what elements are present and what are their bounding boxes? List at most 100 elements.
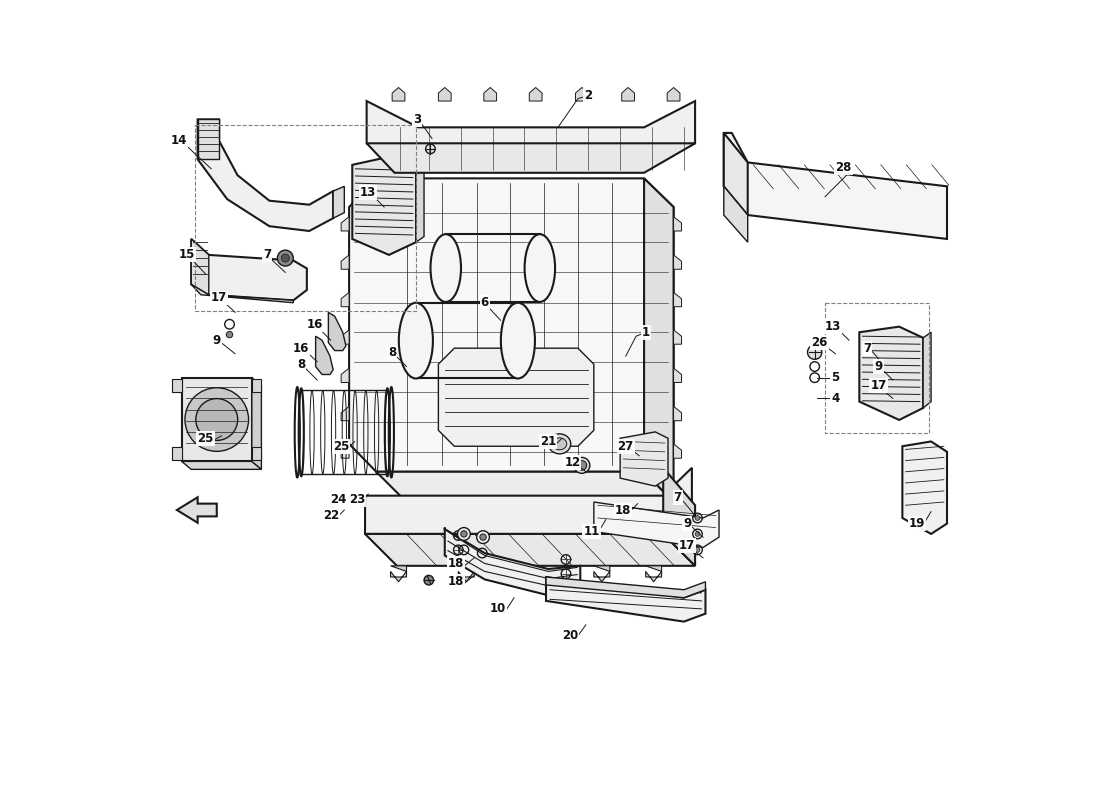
Polygon shape xyxy=(341,292,349,306)
Polygon shape xyxy=(621,87,635,101)
Polygon shape xyxy=(366,101,695,169)
Polygon shape xyxy=(526,566,542,582)
Polygon shape xyxy=(594,502,719,547)
Text: 15: 15 xyxy=(179,249,196,262)
Text: 11: 11 xyxy=(583,525,600,538)
Text: 18: 18 xyxy=(448,575,464,588)
Circle shape xyxy=(695,531,700,536)
Circle shape xyxy=(461,530,468,537)
Polygon shape xyxy=(724,133,947,239)
Polygon shape xyxy=(859,326,923,420)
Text: 6: 6 xyxy=(481,296,488,310)
Polygon shape xyxy=(198,119,333,231)
Polygon shape xyxy=(668,87,680,101)
Polygon shape xyxy=(365,534,695,566)
Polygon shape xyxy=(191,239,209,294)
Circle shape xyxy=(277,250,294,266)
Polygon shape xyxy=(663,468,695,566)
Polygon shape xyxy=(673,330,682,344)
Text: 7: 7 xyxy=(263,249,271,262)
Polygon shape xyxy=(316,336,333,374)
Text: 4: 4 xyxy=(832,392,839,405)
Text: 23: 23 xyxy=(349,493,365,506)
Text: 25: 25 xyxy=(197,432,213,445)
Text: 24: 24 xyxy=(330,493,346,506)
Polygon shape xyxy=(673,406,682,421)
Text: 10: 10 xyxy=(491,602,506,615)
Text: 12: 12 xyxy=(564,456,581,469)
Ellipse shape xyxy=(430,234,461,302)
Polygon shape xyxy=(198,119,219,159)
Polygon shape xyxy=(546,577,705,622)
Polygon shape xyxy=(252,447,262,460)
Ellipse shape xyxy=(552,438,567,450)
Polygon shape xyxy=(724,133,748,215)
Text: 3: 3 xyxy=(412,113,421,126)
Polygon shape xyxy=(352,157,416,255)
Text: 9: 9 xyxy=(212,334,221,346)
Polygon shape xyxy=(365,468,692,534)
Circle shape xyxy=(578,461,586,470)
Polygon shape xyxy=(191,285,294,302)
Polygon shape xyxy=(341,255,349,270)
Circle shape xyxy=(476,530,490,543)
Polygon shape xyxy=(392,87,405,101)
Polygon shape xyxy=(182,462,262,470)
Text: 13: 13 xyxy=(360,186,376,199)
Polygon shape xyxy=(724,186,748,242)
Text: 8: 8 xyxy=(388,346,396,358)
Circle shape xyxy=(458,527,471,540)
Circle shape xyxy=(480,534,486,540)
Text: 5: 5 xyxy=(832,371,839,384)
Text: 16: 16 xyxy=(307,318,323,330)
Polygon shape xyxy=(673,217,682,231)
Polygon shape xyxy=(376,472,673,502)
Polygon shape xyxy=(673,255,682,270)
Polygon shape xyxy=(444,527,581,595)
Polygon shape xyxy=(341,406,349,421)
Text: 7: 7 xyxy=(673,490,682,504)
Polygon shape xyxy=(673,444,682,458)
Text: 9: 9 xyxy=(683,517,691,530)
Polygon shape xyxy=(329,312,345,350)
Ellipse shape xyxy=(525,234,556,302)
Text: 27: 27 xyxy=(617,440,634,453)
Polygon shape xyxy=(341,217,349,231)
Text: 17: 17 xyxy=(870,379,887,392)
Ellipse shape xyxy=(500,302,535,378)
Polygon shape xyxy=(341,330,349,344)
Polygon shape xyxy=(620,432,668,486)
Polygon shape xyxy=(459,566,474,582)
Circle shape xyxy=(695,515,700,520)
Text: 18: 18 xyxy=(448,557,464,570)
Text: 2: 2 xyxy=(584,89,592,102)
Polygon shape xyxy=(349,178,673,472)
Circle shape xyxy=(185,388,249,451)
Polygon shape xyxy=(439,348,594,446)
Polygon shape xyxy=(673,368,682,382)
Polygon shape xyxy=(390,566,407,582)
Polygon shape xyxy=(252,378,262,470)
Polygon shape xyxy=(673,292,682,306)
Text: 17: 17 xyxy=(211,291,228,305)
Polygon shape xyxy=(923,332,931,408)
Polygon shape xyxy=(594,566,609,582)
Text: 9: 9 xyxy=(874,360,882,373)
Polygon shape xyxy=(416,167,424,242)
Text: 20: 20 xyxy=(562,629,579,642)
Polygon shape xyxy=(546,577,705,598)
Text: 17: 17 xyxy=(679,538,695,551)
Polygon shape xyxy=(439,87,451,101)
Polygon shape xyxy=(177,498,217,522)
Polygon shape xyxy=(529,87,542,101)
Text: 21: 21 xyxy=(540,435,557,448)
Circle shape xyxy=(196,398,238,441)
Polygon shape xyxy=(182,378,252,462)
Circle shape xyxy=(695,547,700,552)
Text: 18: 18 xyxy=(615,503,631,517)
Circle shape xyxy=(227,331,233,338)
Ellipse shape xyxy=(399,302,433,378)
Polygon shape xyxy=(172,379,182,392)
Text: 14: 14 xyxy=(172,134,187,147)
Polygon shape xyxy=(646,566,661,582)
